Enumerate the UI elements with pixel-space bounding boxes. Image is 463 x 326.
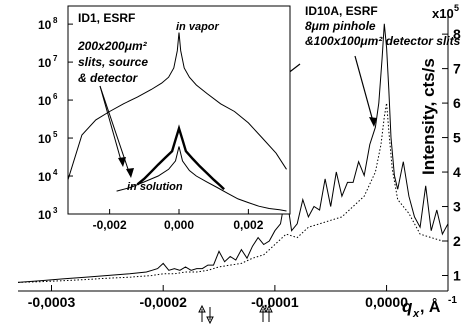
inset-x-tick-label: 0,000 xyxy=(164,218,194,232)
inset-y-tick-exponent: 4 xyxy=(53,168,58,177)
inset-y-tick-label: 10 xyxy=(38,132,52,146)
main-y-tick-label: 6 xyxy=(453,95,461,111)
bottom-arrow-up-right-2 xyxy=(265,304,273,322)
inset-y-tick-exponent: 7 xyxy=(53,54,58,63)
inset-series-vapor xyxy=(67,32,287,180)
inset-label-in-vapor: in vapor xyxy=(176,21,220,33)
main-x-tick-label: -0,0001 xyxy=(251,294,299,310)
inset-x-tick-label: -0,002 xyxy=(93,218,127,232)
main-x-axis-label: q xyxy=(402,297,413,316)
annotation-arrowhead-main xyxy=(369,117,377,127)
inset-annotation-arrowhead-1 xyxy=(118,157,126,167)
inset-y-tick-label: 10 xyxy=(38,94,52,108)
annotation-id10a: ID10A, ESRF xyxy=(305,4,378,18)
inset-annotation-arrow-2 xyxy=(99,85,131,176)
main-x-tick-label: -0,0003 xyxy=(28,294,76,310)
main-y-tick-label: 5 xyxy=(453,130,461,146)
main-series xyxy=(17,23,449,283)
bottom-arrow-up-left xyxy=(198,304,206,322)
inset-annotation-arrow-1 xyxy=(99,85,123,165)
main-y-exponent-sup: 5 xyxy=(454,3,459,13)
bottom-arrow-down-left xyxy=(206,307,214,325)
main-x-axis-label-sub: x xyxy=(412,308,420,320)
inset-y-tick-exponent: 5 xyxy=(53,130,58,139)
inset-annotation-slits-source: slits, source xyxy=(78,55,148,69)
main-y-tick-label: 7 xyxy=(453,61,461,77)
main-x-ticks: -0,0003 -0,0002 -0,0001 0,0000 xyxy=(28,285,408,310)
inset-y-tick-label: 10 xyxy=(38,208,52,222)
inset-y-tick-exponent: 3 xyxy=(53,206,58,215)
inset-frame xyxy=(67,5,291,215)
annotation-arrow-to-main xyxy=(354,55,375,126)
main-x-axis-label-unit: , Å xyxy=(420,297,441,316)
main-series-solid xyxy=(17,23,449,283)
inset-y-tick-label: 10 xyxy=(38,18,52,32)
inset-x-tick-label: 0,002 xyxy=(233,218,263,232)
main-x-axis-label-exp: -1 xyxy=(448,295,457,306)
inset-x-ticks: -0,002 0,000 0,002 xyxy=(93,209,264,232)
inset-y-tick-label: 10 xyxy=(38,170,52,184)
main-y-tick-label: 1 xyxy=(453,267,461,283)
inset-label-in-solution: in solution xyxy=(127,181,183,193)
main-y-tick-label: 3 xyxy=(453,199,461,215)
inset-annotation-arrowhead-2 xyxy=(126,168,134,178)
inset-y-tick-exponent: 6 xyxy=(53,92,58,101)
inset-y-tick-label: 10 xyxy=(38,56,52,70)
inset-annotation-slits-size: 200x200μm² xyxy=(77,39,148,53)
main-y-tick-label: 2 xyxy=(453,233,461,249)
inset-series-bold xyxy=(136,124,225,191)
inset-annotation-detector: & detector xyxy=(78,71,139,85)
annotation-detector-slits: &100x100μm² detector slits xyxy=(305,34,461,48)
annotation-pinhole: 8μm pinhole xyxy=(305,19,376,33)
inset-series-solution xyxy=(116,146,287,212)
main-y-axis-label: Intensity, cts/s xyxy=(419,58,438,175)
bottom-arrow-up-right-1 xyxy=(259,304,267,322)
inset-series xyxy=(67,32,287,212)
main-y-ticks: 1 2 3 4 5 6 7 8 xyxy=(442,26,461,283)
main-y-exponent: x10 xyxy=(432,6,454,21)
inset-annotation-id1: ID1, ESRF xyxy=(78,11,135,25)
inset-y-tick-exponent: 8 xyxy=(53,16,58,25)
main-y-tick-label: 4 xyxy=(453,164,461,180)
main-x-tick-label: -0,0002 xyxy=(139,294,187,310)
main-y-tick-label: 8 xyxy=(453,26,461,42)
main-x-tick-label: 0,0000 xyxy=(365,294,408,310)
